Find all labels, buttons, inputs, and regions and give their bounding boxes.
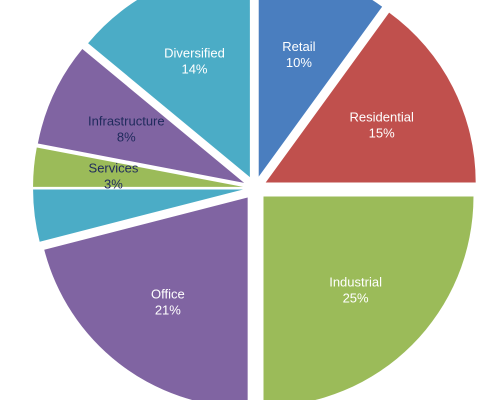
slice-label: Diversified [164, 45, 225, 60]
pie-slice [265, 12, 476, 183]
pie-slice [263, 196, 474, 400]
slice-label: Services [89, 161, 139, 176]
pie-slice [37, 49, 245, 183]
slice-label: Retail [282, 39, 315, 54]
pie-slice [44, 197, 248, 400]
pie-slice [88, 0, 250, 178]
slice-value-label: 25% [343, 291, 369, 306]
slice-value-label: 10% [286, 55, 312, 70]
pie-slice-group [33, 189, 244, 242]
slice-value-label: 14% [181, 61, 207, 76]
slice-label: Office [151, 286, 185, 301]
pie-slice [33, 147, 244, 187]
slice-value-label: 21% [155, 302, 181, 317]
slice-value-label: 8% [117, 129, 136, 144]
slice-value-label: 15% [369, 125, 395, 140]
slice-label: Industrial [329, 275, 382, 290]
slice-label: Infrastructure [88, 113, 165, 128]
pie-slice [258, 0, 383, 177]
slice-value-label: 3% [104, 177, 123, 192]
slice-label: Residential [350, 109, 414, 124]
pie-slice [33, 189, 244, 242]
